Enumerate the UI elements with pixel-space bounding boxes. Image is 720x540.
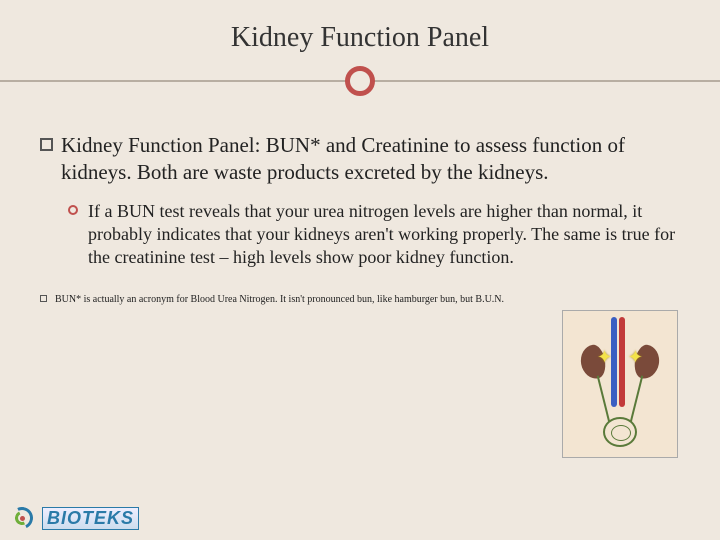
slide-title: Kidney Function Panel xyxy=(40,22,680,54)
aorta xyxy=(619,317,625,407)
bullet-level-1: Kidney Function Panel: BUN* and Creatini… xyxy=(40,132,680,186)
brand-logo: BIOTEKS xyxy=(8,504,139,532)
square-bullet-icon xyxy=(40,295,47,302)
divider-row xyxy=(40,66,680,96)
circle-bullet-icon xyxy=(68,205,78,215)
square-bullet-icon xyxy=(40,138,53,151)
bullet-level-1-text: Kidney Function Panel: BUN* and Creatini… xyxy=(61,132,680,186)
bullet-level-2: If a BUN test reveals that your urea nit… xyxy=(68,200,680,269)
footnote-text: BUN* is actually an acronym for Blood Ur… xyxy=(55,293,504,307)
logo-mark-icon xyxy=(8,504,38,532)
highlight-star-icon: ✦ xyxy=(597,347,612,368)
kidney-anatomy-diagram: ✦ ✦ xyxy=(562,310,678,458)
slide: Kidney Function Panel Kidney Function Pa… xyxy=(0,0,720,540)
bullet-level-2-text: If a BUN test reveals that your urea nit… xyxy=(88,200,680,269)
content-area: Kidney Function Panel: BUN* and Creatini… xyxy=(40,132,680,306)
title-block: Kidney Function Panel xyxy=(40,22,680,96)
bladder xyxy=(603,417,637,447)
logo-text: BIOTEKS xyxy=(42,507,139,530)
accent-ring-icon xyxy=(345,66,375,96)
highlight-star-icon: ✦ xyxy=(628,347,643,368)
footnote: BUN* is actually an acronym for Blood Ur… xyxy=(40,293,560,307)
